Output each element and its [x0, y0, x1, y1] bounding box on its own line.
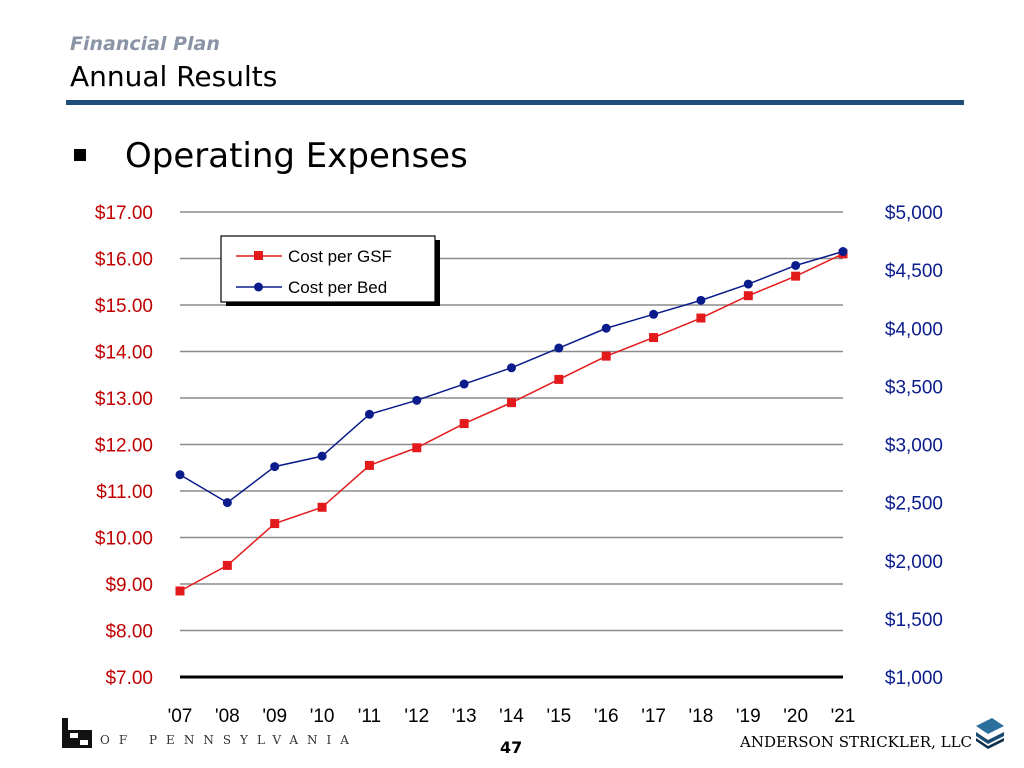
right-tick-label: $1,500: [885, 610, 943, 631]
data-point-0-0: [175, 586, 185, 596]
grid-lines: [180, 211, 843, 679]
left-tick-label: $11.00: [96, 482, 153, 503]
firm-logo-icon: [976, 718, 1004, 749]
series-layer: [175, 247, 848, 596]
title-rule: [66, 100, 964, 105]
x-tick-label: '21: [831, 706, 856, 727]
data-point-0-10: [649, 333, 659, 343]
x-tick-label: '07: [168, 706, 193, 727]
x-tick-label: '11: [358, 706, 381, 727]
legend-label-bed: Cost per Bed: [288, 278, 387, 297]
data-point-0-9: [601, 351, 611, 361]
data-point-1-5: [412, 395, 422, 405]
right-axis-labels: $5,000 $4,500 $4,000 $3,500 $3,000 $2,500 $2,0…: [885, 203, 943, 689]
left-tick-label: $12.00: [95, 436, 153, 457]
data-point-1-13: [791, 260, 801, 270]
data-point-1-4: [364, 409, 374, 419]
bullet-square-icon: [74, 149, 86, 161]
left-axis-labels: $17.00 $16.00 $15.00 $14.00 $13.00 $12.00 $11.…: [95, 203, 153, 689]
page-title: Annual Results: [70, 60, 278, 93]
left-tick-label: $16.00: [95, 250, 153, 271]
data-point-1-6: [459, 379, 469, 389]
data-point-1-12: [743, 279, 753, 289]
firm-name: ANDERSON STRICKLER, LLC: [740, 733, 973, 751]
x-tick-label: '20: [783, 706, 808, 727]
x-tick-label: '15: [546, 706, 571, 727]
data-point-0-8: [554, 374, 564, 384]
right-tick-label: $4,000: [885, 319, 943, 340]
x-tick-label: '19: [736, 706, 761, 727]
x-tick-label: '17: [641, 706, 666, 727]
x-tick-label: '14: [499, 706, 524, 727]
x-tick-label: '08: [215, 706, 240, 727]
data-point-0-6: [459, 419, 469, 429]
data-point-0-4: [364, 460, 374, 470]
data-point-1-7: [507, 363, 516, 373]
data-point-1-0: [175, 470, 185, 480]
data-point-0-1: [222, 560, 232, 570]
left-tick-label: $15.00: [95, 296, 153, 317]
right-tick-label: $4,500: [885, 261, 943, 282]
page-number: 47: [500, 738, 523, 757]
data-point-0-13: [791, 271, 801, 281]
x-axis-labels: '07 '08 '09 '10 '11 '12 '13 '14 '15 '16 '17 '18 '19 '…: [168, 706, 856, 727]
left-tick-label: $8.00: [105, 622, 153, 643]
university-logo-icon: [62, 718, 92, 748]
section-kicker: Financial Plan: [70, 33, 220, 55]
right-tick-label: $1,000: [885, 668, 943, 689]
x-tick-label: '12: [404, 706, 429, 727]
data-point-0-3: [317, 502, 327, 512]
university-name: OF PENNSYLVANIA: [100, 733, 358, 747]
data-point-1-2: [270, 462, 280, 472]
data-point-1-10: [649, 309, 659, 319]
data-point-1-14: [838, 247, 848, 257]
left-tick-label: $17.00: [95, 203, 153, 224]
right-tick-label: $5,000: [885, 203, 943, 224]
legend: Cost per GSF Cost per Bed: [220, 235, 440, 306]
legend-label-gsf: Cost per GSF: [288, 247, 392, 266]
x-tick-label: '10: [310, 706, 335, 727]
data-point-0-11: [696, 313, 706, 323]
right-tick-label: $2,000: [885, 552, 943, 573]
right-tick-label: $3,000: [885, 436, 943, 457]
right-tick-label: $3,500: [885, 377, 943, 398]
x-tick-label: '13: [452, 706, 477, 727]
left-tick-label: $7.00: [105, 668, 153, 689]
data-point-1-1: [222, 498, 232, 508]
x-tick-label: '18: [689, 706, 714, 727]
data-point-1-8: [554, 343, 564, 353]
data-point-1-11: [696, 295, 706, 305]
data-point-0-7: [507, 398, 516, 408]
right-tick-label: $2,500: [885, 494, 943, 515]
x-tick-label: '16: [594, 706, 619, 727]
data-point-0-12: [743, 291, 753, 301]
left-tick-label: $14.00: [95, 343, 153, 364]
data-point-1-9: [601, 323, 611, 333]
legend-marker-bed: [254, 282, 263, 292]
x-tick-label: '09: [262, 706, 287, 727]
left-tick-label: $9.00: [105, 575, 153, 596]
left-tick-label: $13.00: [95, 389, 153, 410]
data-point-1-3: [317, 451, 327, 461]
data-point-0-5: [412, 443, 422, 453]
legend-marker-gsf: [254, 251, 263, 260]
section-heading: Operating Expenses: [125, 136, 468, 176]
left-tick-label: $10.00: [95, 529, 153, 550]
data-point-0-2: [270, 519, 280, 529]
